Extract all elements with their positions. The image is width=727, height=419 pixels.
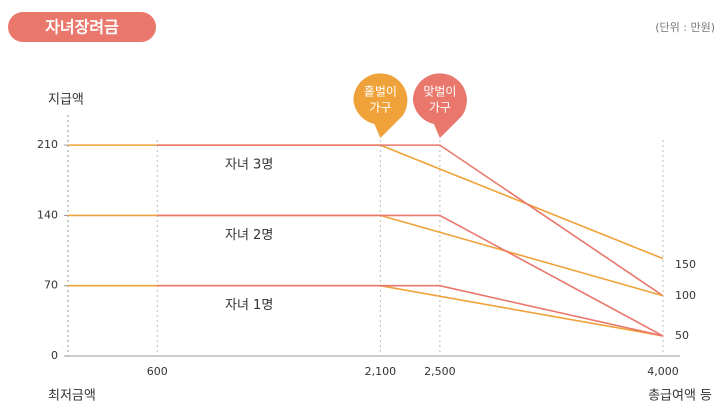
callout-text: 가구 <box>429 101 451 115</box>
end-label: 50 <box>675 329 689 342</box>
payment-line <box>157 214 664 337</box>
x-tick-label: 600 <box>147 365 168 378</box>
end-label: 100 <box>675 289 696 302</box>
callout-bubble <box>353 73 408 138</box>
x-tick-label: 4,000 <box>647 365 679 378</box>
y-tick-label: 70 <box>44 279 58 292</box>
y-tick-label: 0 <box>51 349 58 362</box>
unit-note: (단위 : 만원) <box>655 21 715 34</box>
x-axis-label-right: 총급여액 등 <box>648 389 712 404</box>
y-axis-label: 지급액 <box>48 93 84 108</box>
y-tick-label: 210 <box>37 138 58 151</box>
x-tick-label: 2,500 <box>424 365 456 378</box>
end-label: 150 <box>675 258 696 271</box>
y-tick-label: 140 <box>37 208 58 221</box>
payment-line <box>157 284 664 337</box>
callout-bubble <box>412 73 467 138</box>
callout-text: 홑벌이 <box>364 85 397 99</box>
payment-line <box>157 144 664 297</box>
callout-text: 가구 <box>369 101 391 115</box>
group-label: 자녀 1명 <box>225 298 273 313</box>
group-label: 자녀 3명 <box>225 158 273 173</box>
title-badge <box>8 12 156 42</box>
group-label: 자녀 2명 <box>225 228 273 243</box>
x-tick-label: 2,100 <box>365 365 397 378</box>
chart-title: 자녀장려금 <box>45 18 119 37</box>
callout-text: 맞벌이 <box>423 85 456 99</box>
x-axis-label-left: 최저금액 <box>48 389 96 404</box>
